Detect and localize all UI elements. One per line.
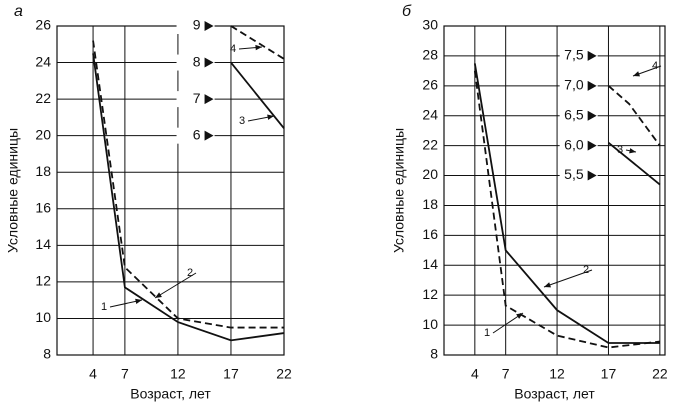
label-arrowhead <box>155 292 162 298</box>
series-line <box>230 25 285 60</box>
y2-tick-mark <box>587 80 597 91</box>
series-label: 3 <box>239 115 245 127</box>
series-label: 1 <box>484 327 490 339</box>
y2-tick-mark <box>587 170 597 181</box>
series-label: 1 <box>101 301 107 313</box>
y2-tick-label: 7 <box>193 90 201 106</box>
y2-tick-label: 6,0 <box>564 136 584 152</box>
y2-tick-label: 9 <box>193 17 201 33</box>
y2-tick-label: 5,5 <box>564 166 584 182</box>
label-arrowhead <box>135 298 142 305</box>
series-line <box>230 61 285 129</box>
label-arrowhead <box>516 313 523 319</box>
y-tick-label: 28 <box>422 47 438 63</box>
y-tick-label: 20 <box>422 166 438 182</box>
x-tick-label: 17 <box>223 366 239 382</box>
y-tick-label: 20 <box>35 126 51 142</box>
y2-tick-mark <box>204 21 214 31</box>
panel-title: а <box>14 3 23 20</box>
y-tick-label: 8 <box>43 346 51 362</box>
x-tick-label: 12 <box>549 366 565 382</box>
x-tick-label: 22 <box>652 366 668 382</box>
plot-frame <box>56 25 285 356</box>
y2-tick-mark <box>204 94 214 105</box>
y2-tick-mark <box>587 140 597 151</box>
y-tick-label: 26 <box>422 77 438 93</box>
y-tick-label: 10 <box>35 309 51 325</box>
series-label: 4 <box>652 60 658 72</box>
y2-tick-label: 6 <box>193 126 201 142</box>
series-line <box>92 53 285 342</box>
series-line <box>473 63 660 344</box>
y2-tick-label: 6,5 <box>564 106 584 122</box>
y2-tick-label: 7,0 <box>564 77 584 93</box>
label-arrowhead <box>267 114 274 120</box>
y-tick-label: 12 <box>422 286 438 302</box>
x-axis-label: Возраст, лет <box>514 386 595 402</box>
y-tick-label: 14 <box>422 256 438 272</box>
x-tick-label: 4 <box>471 366 479 382</box>
y-tick-label: 24 <box>422 106 438 122</box>
x-tick-label: 7 <box>121 366 129 382</box>
y-tick-label: 22 <box>422 136 438 152</box>
x-tick-label: 7 <box>502 366 510 382</box>
x-tick-label: 17 <box>601 366 617 382</box>
y-tick-label: 8 <box>430 346 438 362</box>
y-tick-label: 16 <box>422 226 438 242</box>
x-axis-label: Возраст, лет <box>130 386 211 402</box>
y2-tick-label: 7,5 <box>564 47 584 63</box>
label-arrow <box>543 269 593 288</box>
y-tick-label: 18 <box>422 196 438 212</box>
y2-tick-mark <box>587 50 597 61</box>
y-tick-label: 24 <box>35 53 51 69</box>
y-tick-label: 22 <box>35 90 51 106</box>
series-line <box>607 85 661 147</box>
y-tick-label: 18 <box>35 163 51 179</box>
y-axis-label: Условные единицы <box>5 128 21 253</box>
y-tick-label: 10 <box>422 316 438 332</box>
series-line <box>607 141 661 186</box>
y-tick-label: 12 <box>35 273 51 289</box>
series-label: 2 <box>583 264 589 276</box>
series-label: 4 <box>230 43 236 55</box>
y-axis-label: Условные единицы <box>391 128 407 253</box>
label-arrowhead <box>544 282 551 288</box>
y-tick-label: 16 <box>35 199 51 215</box>
y2-tick-mark <box>204 57 214 68</box>
label-arrow <box>154 272 197 299</box>
x-tick-label: 22 <box>276 366 292 382</box>
y-tick-label: 30 <box>422 17 438 33</box>
label-arrowhead <box>633 71 640 77</box>
series-line <box>473 70 660 349</box>
y2-tick-label: 8 <box>193 53 201 69</box>
x-tick-label: 4 <box>89 366 97 382</box>
series-label: 3 <box>617 144 623 156</box>
series-line <box>92 40 284 329</box>
series-label: 2 <box>187 267 193 279</box>
x-tick-label: 12 <box>170 366 186 382</box>
label-arrowhead <box>629 148 636 154</box>
label-arrowhead <box>255 44 262 51</box>
y2-tick-mark <box>587 110 597 121</box>
y2-tick-mark <box>204 130 214 141</box>
y-tick-label: 26 <box>35 17 51 33</box>
y-tick-label: 14 <box>35 236 51 252</box>
panel-title: б <box>402 3 412 20</box>
